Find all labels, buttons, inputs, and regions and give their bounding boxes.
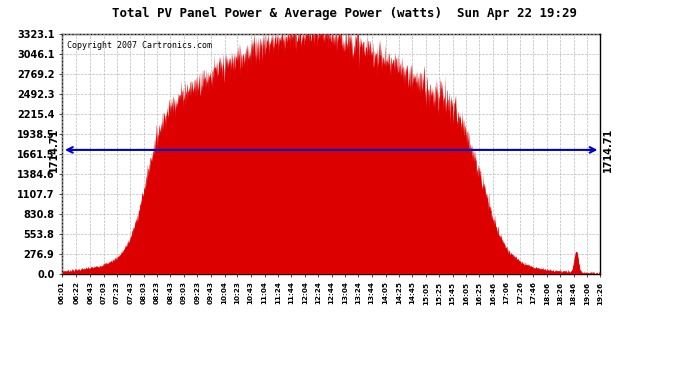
Text: 1714.71: 1714.71 <box>603 128 613 172</box>
Text: 1714.71: 1714.71 <box>50 128 59 172</box>
Text: Copyright 2007 Cartronics.com: Copyright 2007 Cartronics.com <box>68 41 213 50</box>
Text: Total PV Panel Power & Average Power (watts)  Sun Apr 22 19:29: Total PV Panel Power & Average Power (wa… <box>112 8 578 21</box>
